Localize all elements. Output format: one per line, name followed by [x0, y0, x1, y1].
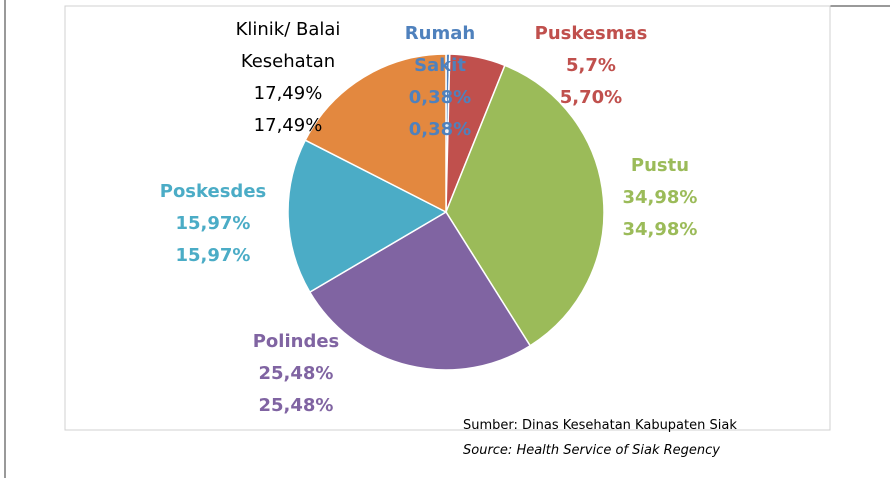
slice-name: Poskesdes — [159, 181, 267, 202]
slice-label: Puskesmas 5,7% 5,70% — [521, 18, 661, 114]
value-label: 5,70% — [559, 87, 623, 108]
slice-name: Pustu — [630, 155, 690, 176]
pie-slice — [287, 139, 448, 294]
value-label: 17,49% — [253, 83, 323, 104]
slice-label: Rumah Sakit 0,38% 0,38% — [395, 18, 485, 146]
slice-label: Polindes 25,48% 25,48% — [226, 326, 366, 422]
slice-name: Rumah Sakit — [404, 23, 476, 76]
value-label: 17,49% — [253, 115, 323, 136]
value-label: 25,48% — [258, 395, 334, 416]
slice-label: Klinik/ Balai Kesehatan 17,49% 17,49% — [218, 14, 358, 142]
value-label: 15,97% — [175, 245, 251, 266]
value-label: 15,97% — [175, 213, 251, 234]
value-label: 0,38% — [408, 119, 472, 140]
source-text: Source: Health Service of Siak Regency — [463, 443, 720, 458]
source-text: Sumber: Dinas Kesehatan Kabupaten Siak — [463, 418, 737, 433]
value-label: 0,38% — [408, 87, 472, 108]
slice-label: Poskesdes 15,97% 15,97% — [143, 176, 283, 272]
pie-slice — [308, 210, 532, 371]
value-label: 5,7% — [566, 55, 616, 76]
value-label: 34,98% — [622, 219, 698, 240]
slice-name: Puskesmas — [534, 23, 648, 44]
pie-slice — [445, 64, 605, 347]
slice-name: Polindes — [252, 331, 340, 352]
value-label: 25,48% — [258, 363, 334, 384]
value-label: 34,98% — [622, 187, 698, 208]
pie-slice — [304, 53, 447, 214]
slice-label: Pustu 34,98% 34,98% — [600, 150, 720, 246]
slice-name: Klinik/ Balai Kesehatan — [235, 19, 341, 72]
chart-border — [64, 5, 831, 431]
